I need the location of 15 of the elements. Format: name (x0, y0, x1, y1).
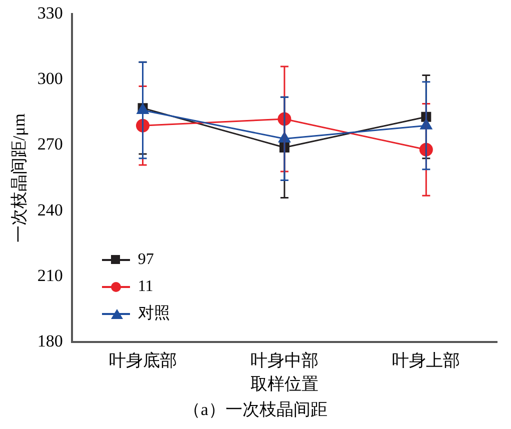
x-tick-label: 叶身中部 (250, 350, 318, 370)
y-tick-label: 180 (37, 332, 63, 351)
y-tick-label: 210 (37, 266, 63, 286)
y-tick-label: 270 (37, 134, 63, 154)
y-tick-label: 330 (37, 3, 63, 22)
legend-label: 对照 (138, 304, 170, 324)
y-tick-label: 300 (37, 69, 63, 88)
x-tick-label: 叶身底部 (108, 350, 177, 370)
legend-label: 97 (138, 250, 154, 270)
y-tick-label: 240 (37, 200, 63, 220)
legend-label: 11 (138, 277, 154, 298)
y-axis-title: 一次枝晶间距/μm (10, 114, 29, 243)
text: （a）一次枝晶间距 (182, 399, 328, 421)
x-axis-title: 取样位置 (250, 374, 318, 394)
x-tick-label: 叶身上部 (392, 350, 460, 370)
